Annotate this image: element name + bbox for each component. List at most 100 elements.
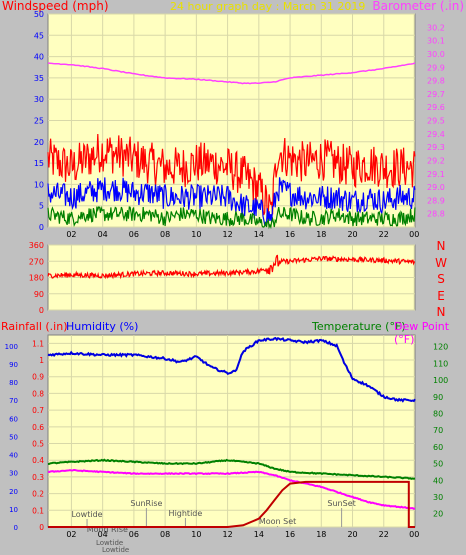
barometer-axis-title: Barometer (.in) bbox=[372, 0, 464, 13]
time-tick-label: 12 bbox=[223, 230, 233, 239]
direction-tick-label: 270 bbox=[29, 257, 44, 266]
humidity-tick-label: 60 bbox=[9, 415, 18, 423]
series-dewpoint bbox=[47, 469, 416, 510]
lower-panel-background bbox=[47, 334, 416, 528]
rainfall-tick-label: 0.8 bbox=[32, 389, 44, 398]
humidity-tick-label: 50 bbox=[9, 433, 18, 441]
time-tick-label: 06 bbox=[129, 530, 139, 539]
windspeed-tick-label: 0 bbox=[39, 223, 44, 232]
temperature-tick-label: 110 bbox=[433, 359, 448, 368]
windspeed-tick-label: 15 bbox=[34, 159, 44, 168]
windspeed-tick-label: 30 bbox=[34, 95, 44, 104]
rainfall-tick-label: 0.9 bbox=[32, 373, 44, 382]
humidity-tick-label: 0 bbox=[14, 524, 18, 532]
series-barometer bbox=[47, 62, 416, 85]
rainfall-tick-label: 0.3 bbox=[32, 473, 44, 482]
rainfall-tick-label: 0.6 bbox=[32, 423, 44, 432]
time-tick-label: 08 bbox=[160, 530, 170, 539]
temperature-tick-label: 100 bbox=[433, 376, 448, 385]
barometer-tick-label: 30.2 bbox=[427, 23, 445, 32]
series-wind-direction bbox=[47, 254, 416, 280]
compass-west: W bbox=[435, 255, 447, 270]
time-tick-label: 00 bbox=[409, 230, 419, 239]
bottom-label-2: Lowtide bbox=[102, 546, 130, 554]
rainfall-tick-label: 0.2 bbox=[32, 490, 44, 499]
humidity-tick-label: 40 bbox=[9, 452, 18, 460]
series-wind-average bbox=[47, 177, 416, 227]
humidity-tick-label: 70 bbox=[9, 397, 18, 405]
rainfall-tick-label: 0 bbox=[39, 523, 44, 532]
temperature-tick-label: 40 bbox=[433, 476, 443, 485]
temperature-tick-label: 80 bbox=[433, 409, 443, 418]
barometer-tick-label: 29.5 bbox=[427, 117, 445, 126]
rainfall-tick-label: 1.1 bbox=[32, 339, 44, 348]
time-tick-label: 02 bbox=[66, 230, 76, 239]
rainfall-tick-label: 0.5 bbox=[32, 440, 44, 449]
event-label: Moon Rise bbox=[87, 525, 128, 534]
barometer-tick-label: 29.7 bbox=[427, 90, 445, 99]
temperature-axis-title: Temperature (°F) bbox=[312, 320, 406, 333]
compass-north-top: N bbox=[436, 239, 446, 253]
barometer-tick-label: 29.3 bbox=[427, 143, 445, 152]
barometer-tick-label: 30.1 bbox=[427, 37, 445, 46]
windspeed-tick-label: 20 bbox=[34, 138, 44, 147]
time-tick-label: 00 bbox=[409, 530, 419, 539]
windspeed-tick-label: 50 bbox=[34, 10, 44, 19]
time-tick-label: 16 bbox=[285, 530, 295, 539]
barometer-tick-label: 29.6 bbox=[427, 103, 445, 112]
rainfall-tick-label: 0.1 bbox=[32, 506, 44, 515]
time-tick-label: 06 bbox=[129, 230, 139, 239]
time-tick-label: 10 bbox=[191, 530, 201, 539]
rain-humidity-temp-panel: 0 0.1 0.2 0.3 0.4 0.5 0.6 0.7 0.8 0.9 1 1.1 0 10 20 30 4… bbox=[5, 334, 448, 539]
humidity-tick-label: 80 bbox=[9, 379, 18, 387]
barometer-tick-label: 30.0 bbox=[427, 50, 445, 59]
series-wind-minimum bbox=[47, 205, 416, 230]
windspeed-axis-title: Windspeed (mph) bbox=[2, 0, 109, 13]
graph-title: 24 hour graph day : March 31 2019 bbox=[170, 0, 366, 13]
barometer-tick-label: 29.0 bbox=[427, 183, 445, 192]
bottom-label-1: Lowtide bbox=[96, 539, 124, 547]
compass-south: S bbox=[437, 272, 445, 286]
wind-barometer-panel: 0 5 10 15 20 25 30 35 40 45 50 28.8 28.9 29.0 29.1 29.2… bbox=[34, 10, 445, 239]
windspeed-tick-label: 45 bbox=[34, 31, 44, 40]
direction-tick-label: 0 bbox=[39, 306, 44, 315]
humidity-tick-label: 100 bbox=[5, 343, 18, 351]
event-label: SunRise bbox=[130, 499, 162, 508]
series-temperature bbox=[47, 458, 416, 480]
event-label: Moon Set bbox=[259, 517, 296, 526]
event-label: Lowtide bbox=[71, 510, 102, 519]
compass-labels: N W S E N bbox=[434, 238, 448, 321]
time-tick-label: 02 bbox=[66, 530, 76, 539]
series-rainfall bbox=[48, 480, 415, 528]
humidity-axis-title: Humidity (%) bbox=[66, 320, 139, 333]
compass-east: E bbox=[437, 288, 445, 303]
barometer-tick-label: 29.2 bbox=[427, 156, 445, 165]
windspeed-tick-label: 10 bbox=[34, 180, 44, 189]
barometer-tick-label: 28.9 bbox=[427, 196, 445, 205]
temperature-tick-label: 30 bbox=[433, 493, 443, 502]
event-label: Hightide bbox=[169, 509, 203, 518]
windspeed-tick-label: 35 bbox=[34, 74, 44, 83]
series-wind-gust bbox=[47, 133, 416, 217]
rainfall-axis-title: Rainfall (.in) bbox=[1, 320, 68, 333]
time-tick-label: 04 bbox=[98, 530, 108, 539]
dewpoint-axis-title: Dew Point (°F) bbox=[394, 320, 450, 346]
barometer-tick-label: 29.8 bbox=[427, 77, 445, 86]
barometer-tick-label: 29.4 bbox=[427, 130, 445, 139]
time-tick-label: 14 bbox=[254, 530, 264, 539]
time-tick-label: 08 bbox=[160, 230, 170, 239]
time-tick-label: 14 bbox=[254, 230, 264, 239]
time-tick-label: 16 bbox=[285, 230, 295, 239]
time-tick-label: 10 bbox=[191, 230, 201, 239]
direction-tick-label: 180 bbox=[29, 274, 44, 283]
windspeed-tick-label: 5 bbox=[39, 202, 44, 211]
time-tick-label: 18 bbox=[316, 230, 326, 239]
temperature-tick-label: 60 bbox=[433, 443, 443, 452]
direction-tick-label: 90 bbox=[34, 290, 44, 299]
direction-tick-label: 360 bbox=[29, 241, 44, 250]
temperature-tick-label: 70 bbox=[433, 426, 443, 435]
time-tick-label: 12 bbox=[223, 530, 233, 539]
rainfall-tick-label: 0.4 bbox=[32, 456, 44, 465]
